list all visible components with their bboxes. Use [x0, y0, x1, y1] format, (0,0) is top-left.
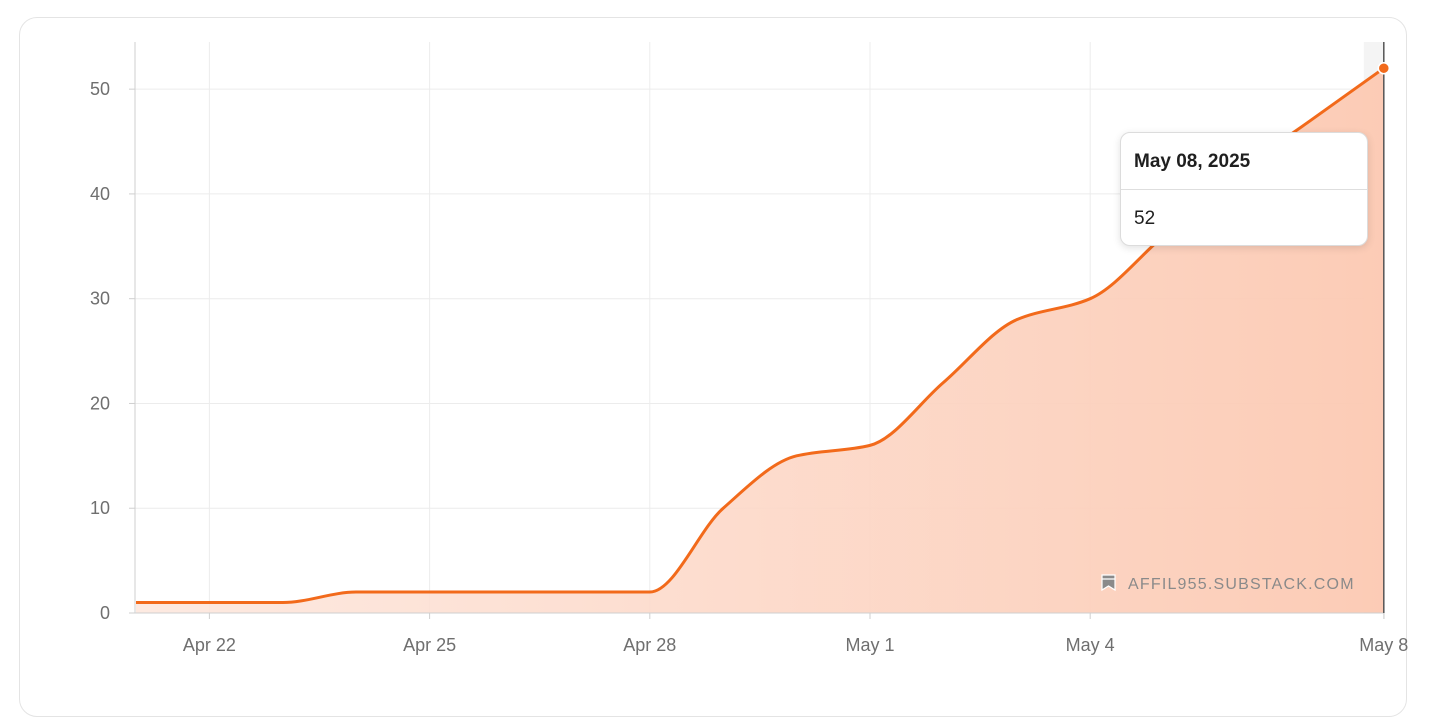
data-point-highlight — [1377, 61, 1391, 75]
x-tick-label: Apr 28 — [623, 635, 676, 655]
x-tick-label: May 4 — [1066, 635, 1115, 655]
y-tick-label: 20 — [90, 393, 110, 413]
y-axis-tick-labels: 0 10 20 30 40 50 — [90, 79, 110, 623]
data-points — [1377, 61, 1391, 75]
y-tick-label: 30 — [90, 289, 110, 309]
x-tick-label: May 8 — [1359, 635, 1408, 655]
x-tick-label: Apr 25 — [403, 635, 456, 655]
x-tick-label: May 1 — [845, 635, 894, 655]
watermark: AFFIL955.SUBSTACK.COM — [1101, 574, 1355, 593]
y-tick-label: 0 — [100, 603, 110, 623]
chart-tooltip: May 08, 2025 52 — [1120, 132, 1368, 246]
y-tick-label: 50 — [90, 79, 110, 99]
tooltip-value: 52 — [1134, 208, 1156, 229]
y-tick-label: 40 — [90, 184, 110, 204]
bookmark-icon — [1101, 574, 1116, 592]
area-fill — [136, 68, 1384, 614]
watermark-text: AFFIL955.SUBSTACK.COM — [1128, 576, 1355, 593]
tooltip-date: May 08, 2025 — [1121, 133, 1367, 190]
subscriber-growth-chart: 0 10 20 30 40 50 Apr 22 Apr 25 Apr 28 May 1 May 4… — [90, 42, 1408, 655]
axes — [129, 42, 1385, 619]
x-tick-label: Apr 22 — [183, 635, 236, 655]
x-axis-tick-labels: Apr 22 Apr 25 Apr 28 May 1 May 4 May 8 — [183, 635, 1408, 655]
y-tick-label: 10 — [90, 498, 110, 518]
